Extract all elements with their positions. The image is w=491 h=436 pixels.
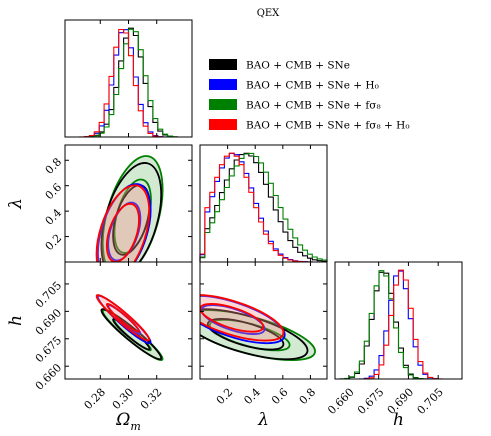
ylabel-h: h (6, 315, 26, 326)
xtick-label-h: 0.705 (414, 386, 445, 417)
legend-swatch-0 (209, 59, 237, 70)
legend-label-0: BAO + CMB + SNe (246, 60, 350, 72)
legend-label-3: BAO + CMB + SNe + fσ₈ + H₀ (246, 120, 410, 132)
contour-fill-red (200, 295, 284, 341)
legend-label-2: BAO + CMB + SNe + fσ₈ (246, 100, 381, 112)
legend-swatch-2 (209, 99, 237, 110)
legend: BAO + CMB + SNe BAO + CMB + SNe + H₀ BAO +… (209, 59, 410, 132)
xtick-label-lam: 0.4 (241, 386, 263, 408)
contour-fill-green (102, 310, 163, 361)
xlabel-h: h (393, 410, 404, 430)
contour-2sigma-series-3 (95, 184, 151, 262)
ytick-label-h: 0.705 (33, 279, 64, 310)
xtick-label-lam: 0.8 (297, 386, 319, 408)
ytick-label-h: 0.675 (33, 334, 64, 365)
panel-frame-2-2 (334, 261, 463, 380)
contour-2sigma-series-3 (200, 294, 285, 342)
ytick-label-lam: 0.8 (43, 155, 65, 177)
contour-fill-red (96, 185, 150, 262)
plot-title: QEX (257, 8, 280, 19)
contour-1sigma-series-1 (107, 201, 142, 262)
contour-fill-red (96, 295, 150, 341)
contour-1sigma-series-0 (206, 318, 285, 351)
contours-lam-om (95, 155, 164, 262)
legend-swatch-1 (209, 79, 237, 90)
hist-h-series-0 (335, 271, 462, 380)
ytick-label-h: 0.690 (33, 306, 64, 337)
hist-om-series-3 (65, 28, 192, 138)
xtick-label-om: 0.30 (110, 386, 137, 413)
contour-1sigma-series-1 (200, 304, 266, 335)
xtick-label-h: 0.660 (325, 386, 356, 417)
xtick-label-om: 0.32 (138, 386, 165, 413)
hist-lam-series-2 (199, 152, 328, 262)
xtick-label-om: 0.28 (82, 386, 109, 413)
ylabel-lambda: λ (6, 198, 26, 210)
contour-2sigma-series-1 (97, 183, 152, 262)
contour-2sigma-series-0 (100, 308, 163, 361)
xtick-label-lam: 0.6 (269, 386, 291, 408)
xtick-label-lam: 0.2 (214, 386, 236, 408)
ytick-label-lam: 0.2 (43, 232, 65, 254)
ytick-label-h: 0.660 (33, 361, 64, 392)
legend-swatch-3 (209, 119, 237, 130)
contour-1sigma-series-3 (105, 202, 140, 262)
ytick-label-lam: 0.4 (43, 206, 65, 228)
xlabel-omega-m: Ωm (115, 410, 141, 433)
xlabel-lambda: λ (257, 410, 269, 430)
contour-1sigma-series-3 (105, 303, 140, 333)
xtick-label-h: 0.675 (355, 386, 386, 417)
panel-frame-2-1 (199, 261, 328, 380)
contours-h-om (95, 294, 164, 362)
hist-lam-series-0 (199, 152, 328, 262)
legend-label-1: BAO + CMB + SNe + H₀ (246, 80, 379, 92)
ytick-label-lam: 0.6 (43, 181, 65, 203)
contour-2sigma-series-3 (95, 294, 151, 342)
contours-h-lam (200, 294, 316, 361)
